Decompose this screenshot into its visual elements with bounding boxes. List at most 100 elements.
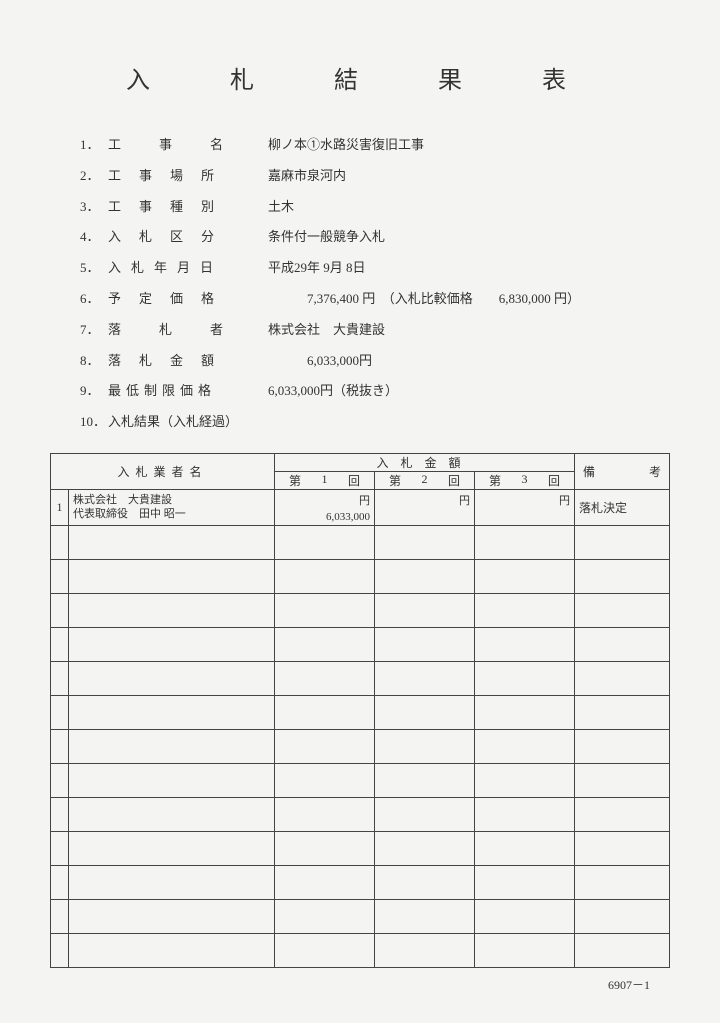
page-title: 入 札 結 果 表 [50,60,670,95]
document-page: 入 札 結 果 表 1．工事名柳ノ本①水路災害復旧工事2．工事場所嘉麻市泉河内3… [0,0,720,1023]
empty-cell [51,865,69,899]
info-number: 8． [80,351,108,372]
empty-cell [275,593,375,627]
th-round-3: 第 3 回 [475,471,575,489]
empty-cell [475,525,575,559]
empty-cell [375,865,475,899]
empty-cell [51,695,69,729]
info-label: 入札区分 [108,227,268,248]
empty-cell [69,763,275,797]
empty-cell [375,661,475,695]
empty-cell [51,661,69,695]
empty-cell [69,865,275,899]
empty-cell [475,661,575,695]
empty-cell [51,729,69,763]
empty-cell [275,729,375,763]
empty-cell [51,933,69,967]
empty-cell [275,695,375,729]
th-round-1: 第 1 回 [275,471,375,489]
amount-round-3: 円 [475,489,575,525]
table-row [51,729,670,763]
info-section: 1．工事名柳ノ本①水路災害復旧工事2．工事場所嘉麻市泉河内3．工事種別土木4．入… [80,135,670,433]
amount-round-1: 円 6,033,000 [275,489,375,525]
remarks-cell: 落札決定 [575,489,670,525]
empty-cell [375,831,475,865]
empty-cell [575,899,670,933]
bidder-name-cell: 株式会社 大貴建設 代表取締役 田中 昭一 [69,489,275,525]
info-value: 7,376,400 円 （入札比較価格 6,830,000 円） [268,289,670,310]
empty-cell [275,525,375,559]
empty-cell [575,525,670,559]
info-value: 柳ノ本①水路災害復旧工事 [268,135,670,156]
info-value [268,412,670,433]
empty-cell [69,695,275,729]
empty-cell [275,627,375,661]
empty-cell [51,627,69,661]
info-row: 8．落札金額 6,033,000円 [80,351,670,372]
empty-cell [575,695,670,729]
info-label: 工事名 [108,135,268,156]
info-number: 5． [80,258,108,279]
empty-cell [69,525,275,559]
yen-label: 円 [459,492,470,508]
info-number: 4． [80,227,108,248]
table-row [51,627,670,661]
table-row [51,695,670,729]
empty-cell [575,797,670,831]
bidder-company: 株式会社 大貴建設 [73,493,270,507]
info-row: 9．最低制限価格6,033,000円（税抜き） [80,381,670,402]
bid-results-table: 入札業者名 入札金額 備 考 第 1 回 [50,453,670,968]
empty-cell [375,627,475,661]
info-row: 2．工事場所嘉麻市泉河内 [80,166,670,187]
empty-cell [275,797,375,831]
empty-cell [475,593,575,627]
info-row: 4．入札区分条件付一般競争入札 [80,227,670,248]
empty-cell [475,899,575,933]
empty-cell [69,831,275,865]
empty-cell [475,797,575,831]
empty-cell [575,933,670,967]
empty-cell [575,831,670,865]
table-row [51,763,670,797]
info-row: 10．入札結果（入札経過） [80,412,670,433]
info-label: 予定価格 [108,289,268,310]
table-body: 1 株式会社 大貴建設 代表取締役 田中 昭一 円 6,033,000 円 円 … [51,489,670,967]
table-row [51,525,670,559]
info-label: 落札金額 [108,351,268,372]
empty-cell [275,899,375,933]
info-value: 条件付一般競争入札 [268,227,670,248]
empty-cell [575,627,670,661]
empty-cell [51,831,69,865]
empty-cell [475,627,575,661]
info-label: 最低制限価格 [108,381,268,402]
th-remarks-right: 考 [649,463,661,480]
empty-cell [275,661,375,695]
empty-cell [69,593,275,627]
empty-cell [51,763,69,797]
empty-cell [69,661,275,695]
empty-cell [275,559,375,593]
table-row [51,661,670,695]
info-number: 1． [80,135,108,156]
th-amount-group: 入札金額 [275,453,575,471]
info-label: 入札結果（入札経過） [108,412,268,433]
empty-cell [375,559,475,593]
info-row: 6．予定価格 7,376,400 円 （入札比較価格 6,830,000 円） [80,289,670,310]
empty-cell [275,865,375,899]
empty-cell [375,593,475,627]
info-value: 嘉麻市泉河内 [268,166,670,187]
empty-cell [575,763,670,797]
table-row [51,559,670,593]
th-round-2: 第 2 回 [375,471,475,489]
empty-cell [69,899,275,933]
table-row [51,899,670,933]
info-row: 1．工事名柳ノ本①水路災害復旧工事 [80,135,670,156]
empty-cell [575,593,670,627]
empty-cell [475,763,575,797]
table-row [51,593,670,627]
info-value: 株式会社 大貴建設 [268,320,670,341]
info-row: 5．入札年月日平成29年 9月 8日 [80,258,670,279]
info-label: 工事場所 [108,166,268,187]
table-row [51,797,670,831]
empty-cell [275,763,375,797]
